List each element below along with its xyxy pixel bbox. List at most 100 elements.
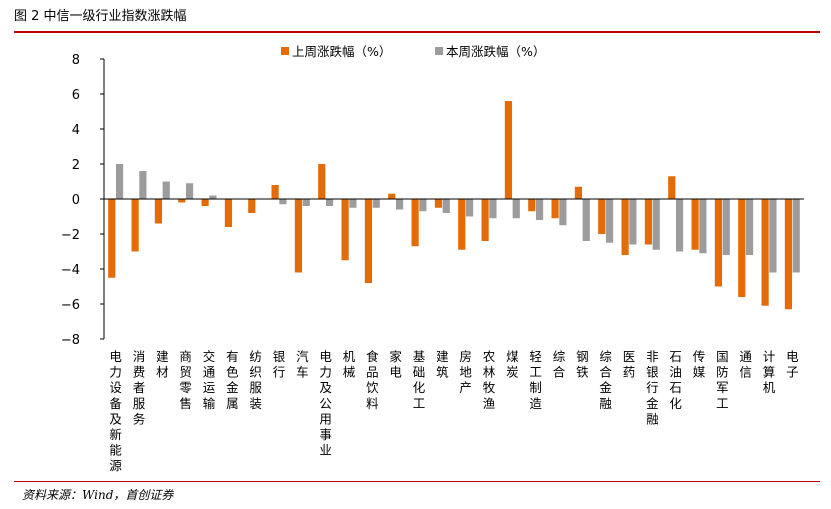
bar-last-week — [761, 199, 769, 306]
category-label: 通信 — [739, 349, 752, 380]
bar-this-week — [395, 199, 404, 210]
bar-last-week — [621, 199, 629, 255]
legend-label: 上周涨跌幅（%） — [292, 44, 391, 59]
bar-last-week — [668, 176, 676, 199]
y-tick-label: −8 — [61, 333, 80, 348]
category-label: 综合金融 — [599, 349, 612, 411]
category-label: 轻工制造 — [529, 349, 542, 411]
category-label: 纺织服装 — [249, 349, 262, 411]
y-tick-label: 4 — [72, 123, 80, 138]
bar-this-week — [419, 199, 427, 212]
bar-this-week — [535, 199, 544, 220]
y-tick-label: −2 — [61, 228, 80, 243]
legend-swatch — [281, 47, 289, 55]
bar-this-week — [349, 199, 357, 208]
bar-this-week — [629, 199, 637, 245]
bar-last-week — [154, 199, 163, 224]
category-label: 家电 — [389, 349, 402, 380]
category-label: 传媒 — [693, 349, 706, 380]
bar-last-week — [504, 101, 513, 199]
bar-this-week — [162, 181, 170, 199]
bar-this-week — [605, 199, 614, 243]
bar-this-week — [722, 199, 730, 255]
bar-this-week — [185, 183, 194, 199]
bar-this-week — [559, 199, 567, 226]
bar-this-week — [652, 199, 660, 250]
y-tick-label: 8 — [72, 53, 80, 68]
legend: 上周涨跌幅（%） 本周涨跌幅（%） — [281, 44, 545, 59]
category-labels: 电力设备及新能源消费者服务建材商贸零售交通运输有色金属纺织服装银行汽车电力及公用… — [109, 349, 799, 473]
bar-this-week — [769, 199, 777, 273]
bar-last-week — [644, 199, 653, 245]
legend-swatch — [435, 47, 443, 55]
bar-last-week — [458, 199, 466, 250]
category-label: 钢铁 — [576, 349, 589, 380]
bar-last-week — [294, 199, 303, 273]
category-label: 交通运输 — [203, 349, 216, 411]
bar-last-week — [224, 199, 233, 227]
bar-last-week — [178, 199, 186, 203]
category-label: 商贸零售 — [179, 349, 192, 411]
bar-this-week — [745, 199, 754, 255]
bar-last-week — [271, 185, 279, 199]
category-label: 银行 — [273, 349, 286, 380]
bar-this-week — [372, 199, 380, 208]
category-label: 石油石化 — [669, 349, 682, 411]
category-label: 食品饮料 — [366, 349, 379, 411]
bar-last-week — [364, 199, 373, 283]
y-tick-label: −4 — [61, 263, 80, 278]
category-label: 机械 — [343, 349, 356, 380]
y-tick-label: 6 — [72, 88, 80, 103]
y-tick-label: 2 — [72, 158, 80, 173]
category-label: 建材 — [156, 349, 169, 380]
bar-last-week — [574, 186, 583, 199]
bar-last-week — [341, 199, 349, 261]
category-label: 综合 — [553, 349, 566, 380]
bar-last-week — [248, 199, 256, 213]
category-label: 农林牧渔 — [483, 349, 496, 411]
bar-last-week — [598, 199, 606, 234]
category-label: 计算机 — [763, 349, 776, 395]
bar-last-week — [318, 164, 326, 199]
bar-last-week — [528, 199, 536, 212]
bar-last-week — [131, 199, 139, 252]
category-label: 电子 — [786, 349, 799, 380]
bar-last-week — [691, 199, 699, 250]
bar-this-week — [279, 199, 287, 205]
bar-last-week — [784, 199, 793, 310]
bar-last-week — [388, 193, 396, 199]
category-label: 建筑 — [436, 349, 449, 380]
bar-this-week — [139, 171, 147, 199]
category-label: 基础化工 — [413, 349, 426, 411]
category-label: 电力设备及新能源 — [109, 349, 122, 473]
bar-last-week — [108, 199, 116, 278]
bar-last-week — [714, 199, 723, 287]
bar-last-week — [551, 199, 559, 219]
y-tick-label: 0 — [72, 193, 80, 208]
bar-this-week — [442, 199, 450, 213]
category-label: 汽车 — [296, 349, 309, 380]
bar-last-week — [738, 199, 746, 297]
y-tick-label: −6 — [61, 298, 80, 313]
bar-this-week — [302, 199, 310, 206]
category-label: 房地产 — [459, 349, 472, 395]
category-label: 非银行金融 — [646, 349, 659, 426]
bar-this-week — [465, 199, 474, 217]
category-label: 国防军工 — [716, 349, 729, 411]
figure-title: 图 2 中信一级行业指数涨跌幅 — [14, 9, 187, 24]
category-label: 电力及公用事业 — [319, 349, 332, 458]
bar-this-week — [209, 195, 217, 199]
source-rule — [14, 481, 820, 482]
legend-label: 本周涨跌幅（%） — [446, 44, 545, 59]
category-label: 消费者服务 — [133, 349, 146, 426]
title-rule — [14, 31, 820, 33]
bars — [108, 101, 800, 310]
bar-this-week — [582, 199, 590, 241]
bar-this-week — [699, 199, 707, 254]
source-note: 资料来源：Wind，首创证券 — [22, 488, 174, 502]
bar-this-week — [115, 164, 124, 199]
bar-last-week — [201, 199, 209, 206]
bar-this-week — [675, 199, 684, 252]
bar-this-week — [512, 199, 520, 219]
bar-chart: 上周涨跌幅（%） 本周涨跌幅（%） 8 6 4 2 0 −2 −4 −6 −8 电力设备及新能源消… — [61, 44, 804, 473]
